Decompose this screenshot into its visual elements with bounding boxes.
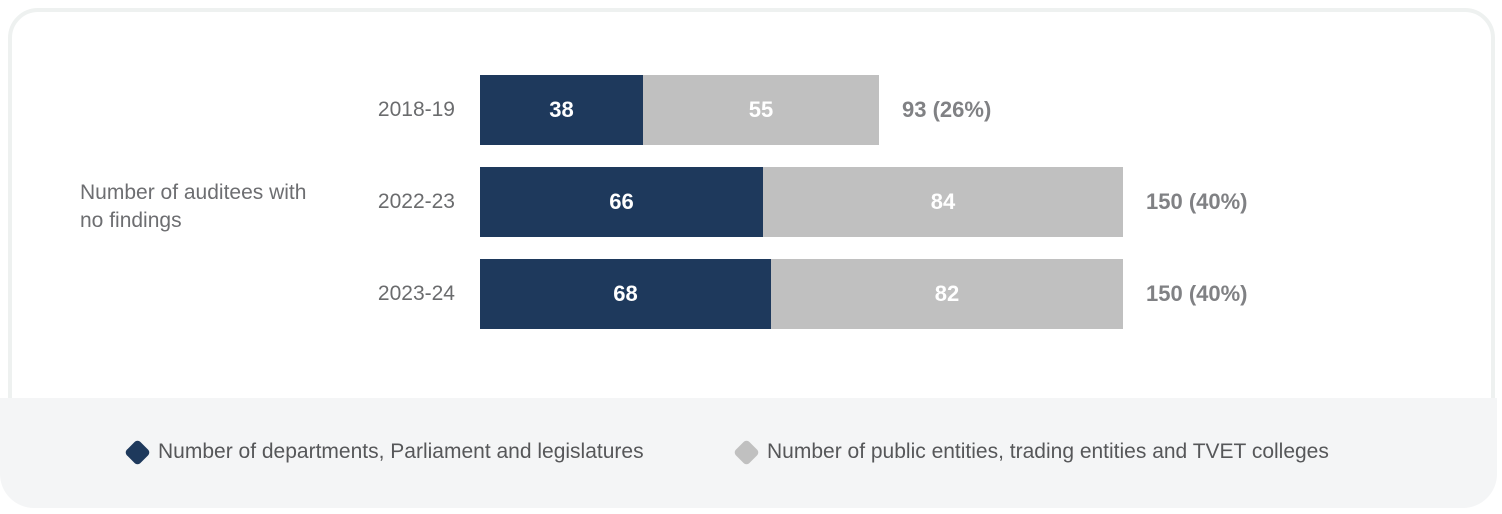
total-label: 150 (40%) xyxy=(1146,281,1248,306)
category-label: 2018-19 xyxy=(377,98,455,121)
navy-diamond-icon xyxy=(124,438,151,466)
legend-item-public-entities: Number of public entities, trading entit… xyxy=(733,398,1329,506)
chart-row: 2023-24 68 82 150 (40%) xyxy=(0,259,1248,329)
legend-label: Number of public entities, trading entit… xyxy=(767,440,1329,463)
bar-stack: 66 84 xyxy=(480,167,1123,237)
bar-stack: 38 55 xyxy=(480,75,879,145)
legend-item-departments: Number of departments, Parliament and le… xyxy=(124,398,644,506)
legend-label: Number of departments, Parliament and le… xyxy=(158,440,644,463)
bar-stack: 68 82 xyxy=(480,259,1123,329)
chart-row: 2018-19 38 55 93 (26%) xyxy=(0,75,991,145)
bar-segment-departments: 66 xyxy=(480,167,763,237)
bar-segment-public-entities: 84 xyxy=(763,167,1123,237)
bar-segment-public-entities: 82 xyxy=(771,259,1123,329)
chart-row: 2022-23 66 84 150 (40%) xyxy=(0,167,1248,237)
chart-title: Number of auditees with no findings xyxy=(80,181,307,232)
bar-segment-departments: 38 xyxy=(480,75,643,145)
bar-segment-public-entities: 55 xyxy=(643,75,879,145)
bar-segment-departments: 68 xyxy=(480,259,771,329)
legend: Number of departments, Parliament and le… xyxy=(0,398,1502,506)
total-label: 150 (40%) xyxy=(1146,189,1248,214)
gray-diamond-icon xyxy=(733,438,760,466)
total-label: 93 (26%) xyxy=(902,97,992,122)
category-label: 2023-24 xyxy=(377,282,455,305)
category-label: 2022-23 xyxy=(377,190,455,213)
